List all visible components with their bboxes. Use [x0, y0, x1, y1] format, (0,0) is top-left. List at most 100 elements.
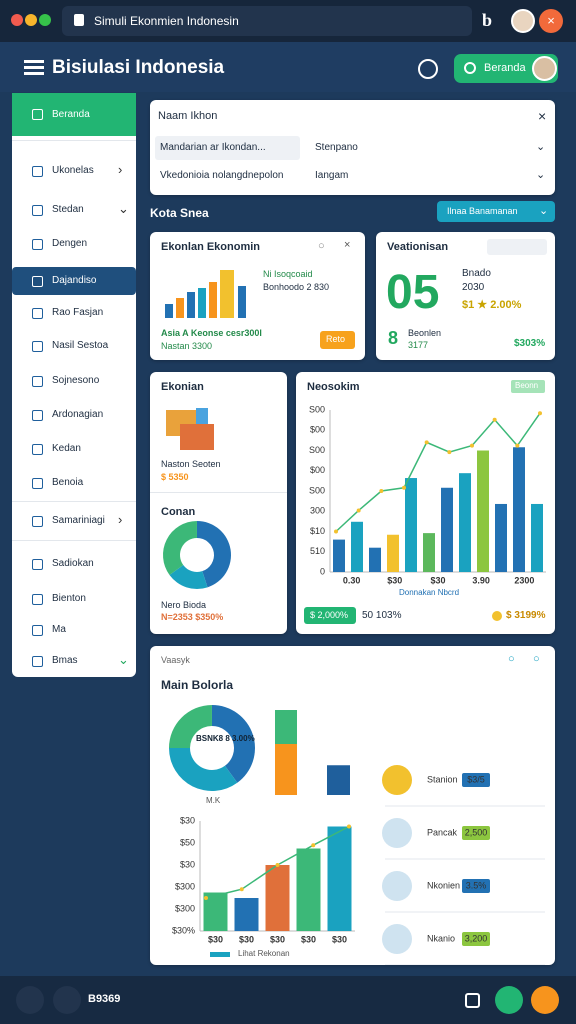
refresh-button[interactable]	[16, 986, 44, 1014]
nav-item[interactable]: Stedan ⌄	[12, 196, 136, 224]
card-title: Ekonian	[161, 381, 204, 393]
nav-label: Kedan	[52, 443, 81, 454]
nav-item[interactable]: Ma	[12, 616, 136, 644]
coin-icon	[492, 611, 502, 621]
nav-item[interactable]: Dengen	[12, 230, 136, 258]
nav-label: Ardonagian	[52, 409, 104, 420]
card-text: Bnado	[462, 268, 491, 279]
list-icon	[382, 924, 412, 954]
y-tick-label: $50	[180, 837, 195, 847]
badge[interactable]: Beonn	[511, 380, 545, 393]
bar	[495, 503, 507, 572]
select-value[interactable]: Iangam	[315, 170, 349, 181]
card-text: 3177	[408, 340, 429, 350]
bar	[234, 898, 259, 931]
section-button[interactable]: Ilnaa Banamanan ⌄	[437, 201, 555, 222]
app-header: Bisiulasi Indonesia Beranda	[0, 42, 576, 92]
list-icon	[382, 818, 412, 848]
card-title: Main Bolorla	[161, 678, 234, 692]
shape	[220, 270, 234, 318]
nav-item[interactable]: Kedan	[12, 435, 136, 463]
close-icon[interactable]: ×	[344, 239, 351, 251]
action-button[interactable]	[531, 986, 559, 1014]
list-tag-label: 3.5%	[466, 880, 487, 890]
select-value[interactable]: Vkedonioia nolangdnepolon	[160, 170, 284, 181]
action-button[interactable]	[495, 986, 523, 1014]
close-button[interactable]: ×	[539, 9, 563, 33]
x-tick-label: 0.30	[343, 575, 361, 585]
nav-item[interactable]: Dajandiso	[12, 267, 136, 295]
donut-slice	[212, 705, 255, 783]
nav-icon	[32, 239, 43, 250]
browser-icon[interactable]: b	[482, 10, 493, 30]
edit-button[interactable]	[53, 986, 81, 1014]
tab[interactable]: Simuli Ekonmien Indonesin	[62, 6, 472, 36]
menu-icon[interactable]	[24, 60, 44, 63]
search-icon[interactable]: ○	[318, 240, 325, 252]
bar	[477, 450, 489, 572]
list-icon	[382, 871, 412, 901]
icon[interactable]	[465, 993, 480, 1008]
avatar[interactable]	[511, 9, 535, 33]
icon[interactable]: ○	[533, 653, 540, 665]
badge-label: Beonn	[515, 381, 539, 390]
pie-caption: M.K	[206, 796, 221, 805]
select[interactable]	[487, 239, 547, 255]
nav-icon	[32, 308, 43, 319]
card-text: $ 5350	[161, 472, 189, 482]
nav-item[interactable]: Bienton	[12, 585, 136, 613]
bar-line-chart: 0 510 $10 300 S00 $00 S00 $00 S00 0.30 $30 $30 3.90 2…	[309, 404, 546, 585]
line-point	[311, 843, 316, 848]
clear-icon[interactable]: ×	[538, 108, 547, 124]
nav-item[interactable]: Sadiokan	[12, 550, 136, 578]
nav-item[interactable]: Ukonelas ›	[12, 157, 136, 185]
icon[interactable]: ○	[508, 653, 515, 665]
chevron: ⌄	[536, 141, 546, 153]
bar	[369, 547, 381, 572]
nav-icon	[32, 594, 43, 605]
pie-label: BSNK8 8 3.00%	[196, 734, 255, 743]
y-tick-label: $30	[180, 859, 195, 869]
card-text: Naston Seoten	[161, 459, 221, 469]
y-tick-label: $10	[310, 526, 325, 536]
avatar	[532, 56, 557, 81]
badge[interactable]: Reto	[320, 331, 355, 349]
y-tick-label: 510	[310, 546, 325, 556]
home-button[interactable]: Beranda	[454, 54, 558, 83]
donut-slice	[169, 565, 208, 589]
select[interactable]	[155, 136, 300, 160]
badge-label: Reto	[326, 334, 346, 344]
stack-segment	[275, 744, 297, 795]
card-title: Neosokim	[307, 381, 360, 393]
nav-item[interactable]: Beranda	[12, 93, 136, 136]
nav-item[interactable]: Samariniagi ›	[12, 507, 136, 535]
select-value: Mandarian ar Ikondan...	[160, 142, 266, 153]
nav-item[interactable]: Sojnesono	[12, 367, 136, 395]
nav-item[interactable]: Benoia	[12, 469, 136, 497]
bar	[513, 447, 525, 572]
select-value[interactable]: Stenpano	[315, 142, 358, 153]
y-tick-label: S00	[309, 445, 325, 455]
nav-icon	[32, 410, 43, 421]
chevron: ⌄	[118, 652, 129, 667]
badge[interactable]: $ 2,000%	[304, 607, 356, 624]
line-point	[424, 440, 429, 445]
bar	[296, 848, 321, 931]
dot[interactable]	[39, 14, 51, 26]
card: Veationisan 05 Bnado 2030 $1 ★ 2.00% 8 B…	[376, 232, 555, 360]
notification-icon[interactable]	[418, 59, 438, 79]
button-label: Beranda	[484, 62, 526, 74]
card-text: 2030	[462, 282, 485, 293]
dot[interactable]	[25, 14, 37, 26]
stack-segment	[275, 710, 297, 744]
line-point	[334, 529, 338, 534]
nav-icon	[32, 516, 43, 527]
list-label: Nkonien	[427, 880, 460, 890]
dot[interactable]	[11, 14, 23, 26]
nav-item[interactable]: Bmas ⌄	[12, 647, 136, 675]
nav-item[interactable]: Rao Fasjan	[12, 299, 136, 327]
search-input[interactable]: Naam Ikhon	[158, 110, 218, 122]
nav-item[interactable]: Nasil Sestoa	[12, 332, 136, 360]
nav-item[interactable]: Ardonagian	[12, 401, 136, 429]
divider	[12, 140, 136, 141]
